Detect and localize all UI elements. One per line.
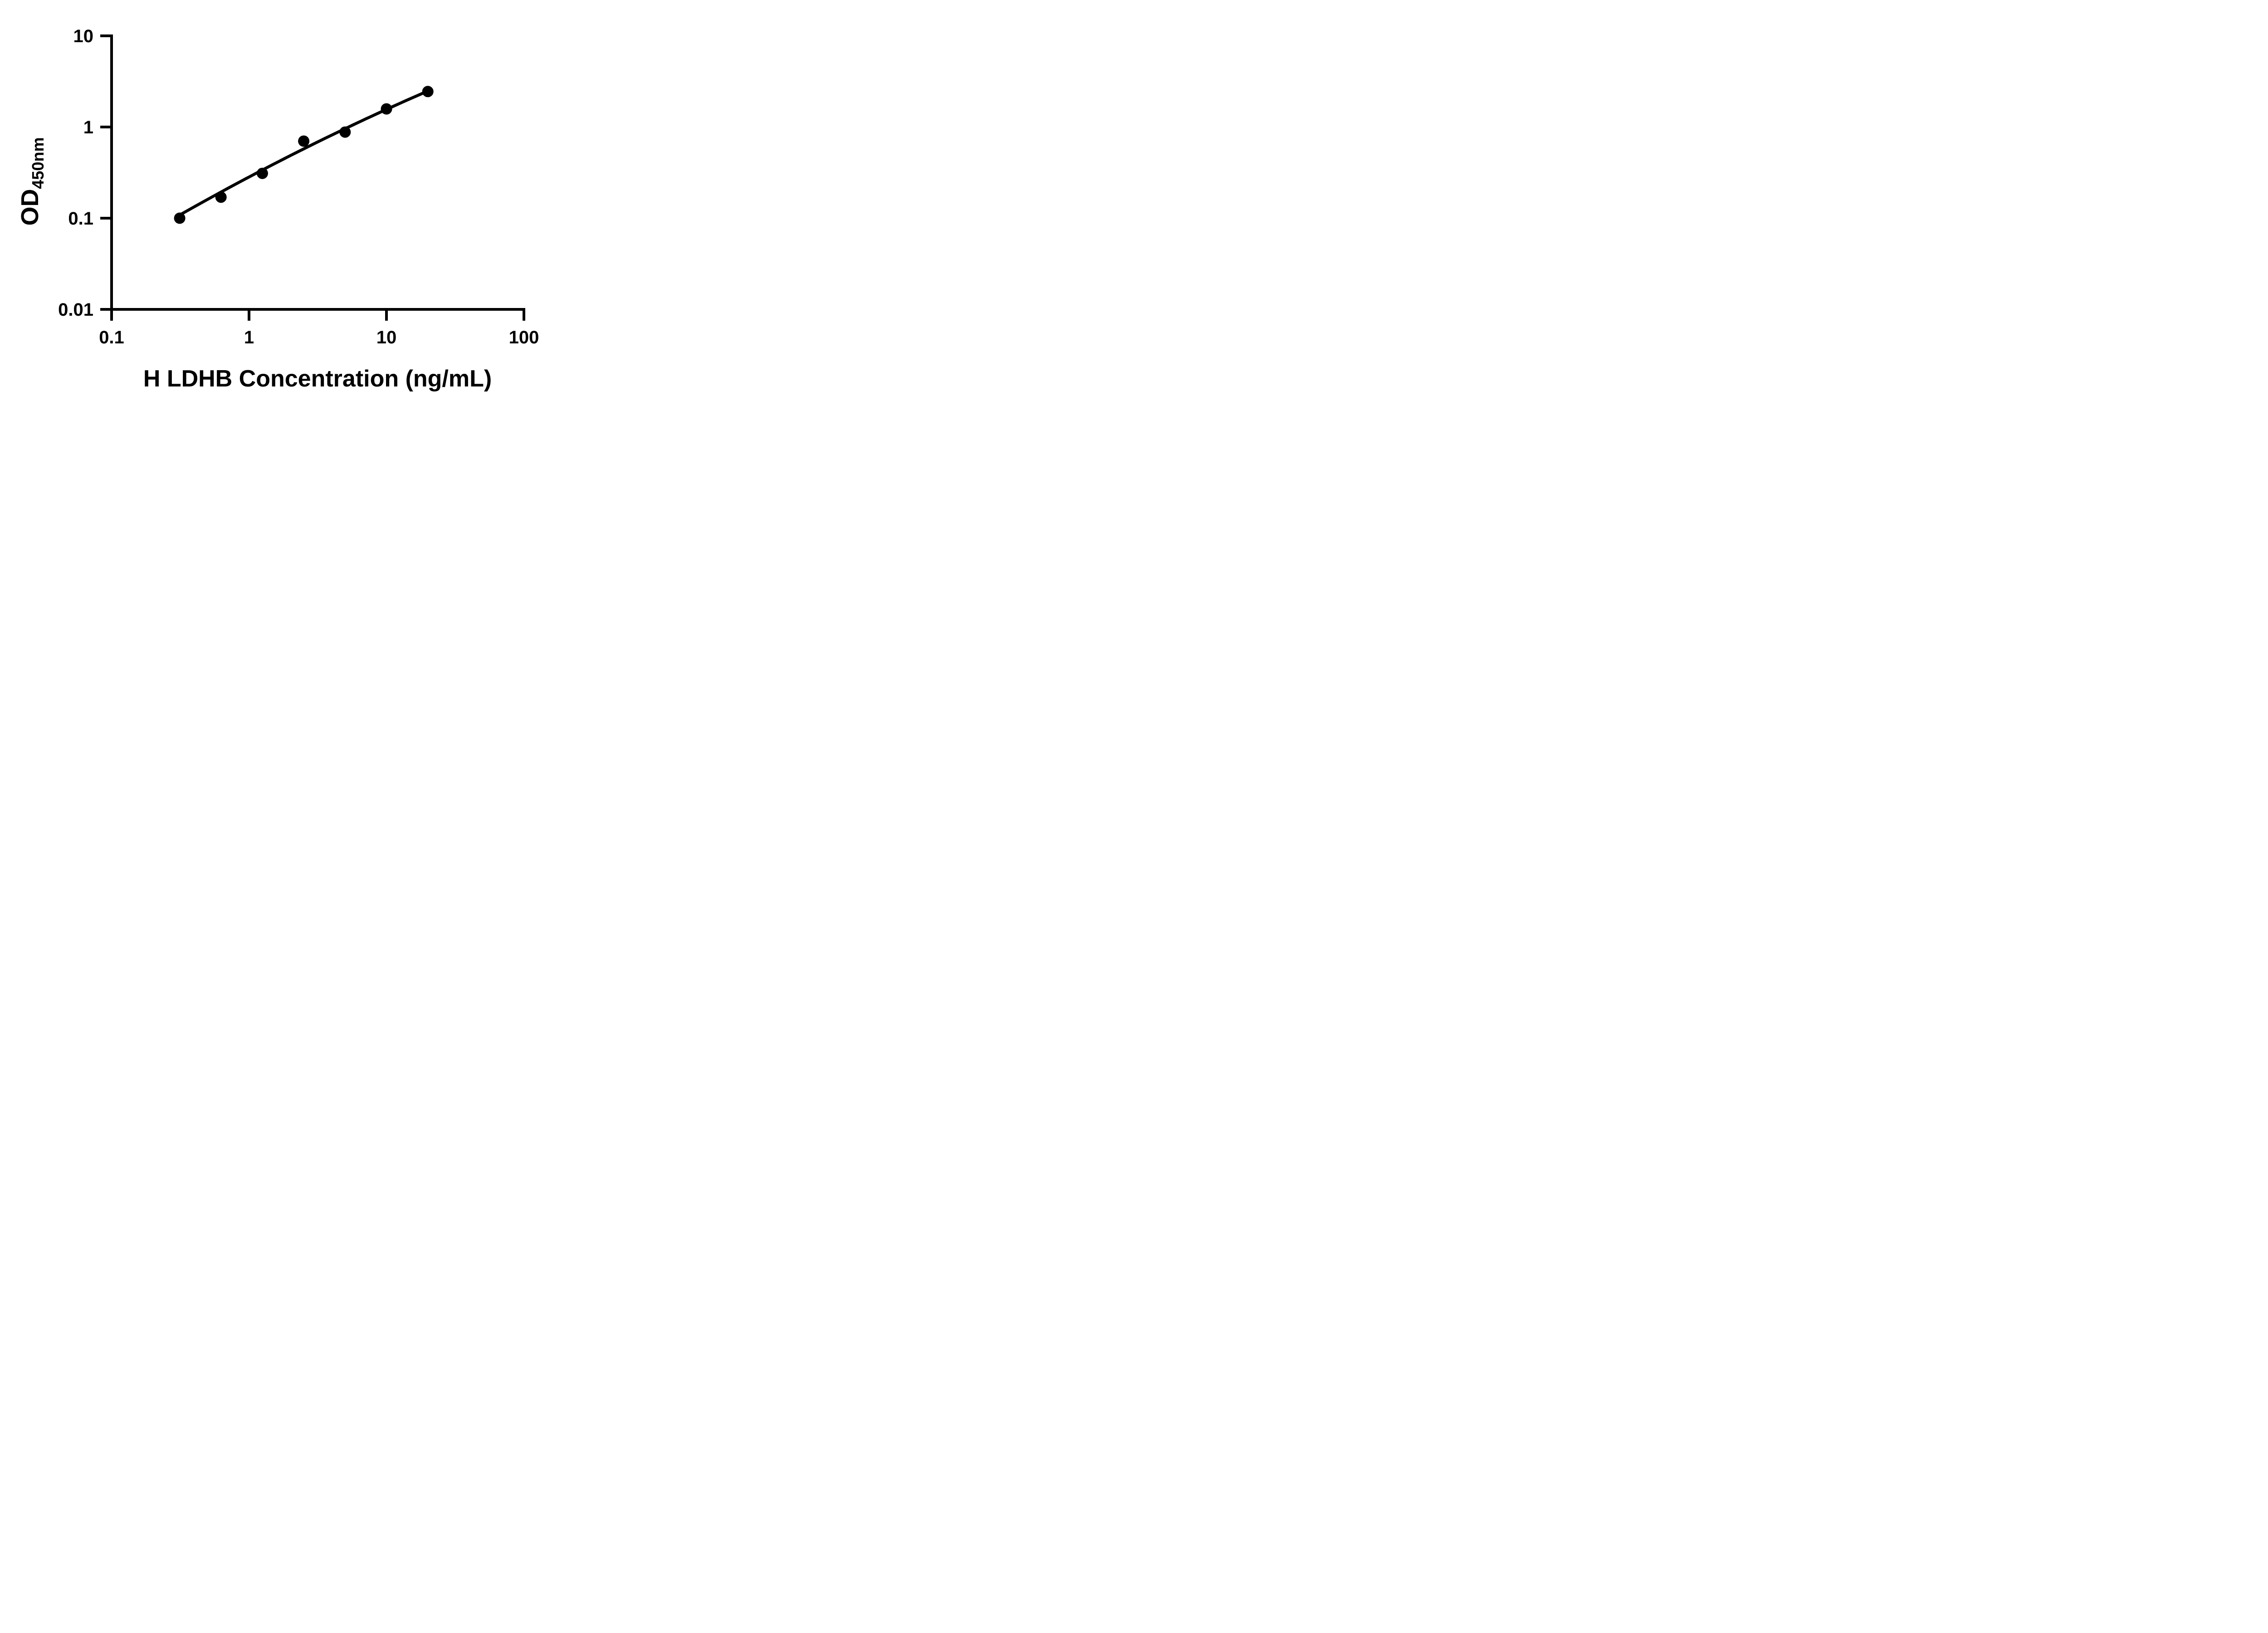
y-tick-label: 0.01	[58, 300, 93, 320]
y-axis-title-subscript: 450nm	[29, 137, 47, 189]
data-point	[174, 212, 186, 224]
x-tick-labels-group: 0.1 1 10 100	[99, 328, 539, 347]
x-tick-label: 10	[376, 328, 397, 347]
chart: 0.1 1 10 100 0.01 0.1 1 10 H LDHB Concentratio…	[16, 26, 539, 392]
x-axis-title: H LDHB Concentration (ng/mL)	[143, 366, 492, 392]
elisa-standard-curve-figure: 0.1 1 10 100 0.01 0.1 1 10 H LDHB Concentratio…	[0, 0, 583, 408]
data-point	[422, 86, 434, 98]
data-point	[298, 135, 310, 147]
y-tick-label: 1	[83, 117, 93, 137]
data-point	[256, 167, 268, 179]
x-tick-label: 0.1	[99, 328, 124, 347]
x-tick-label: 1	[244, 328, 254, 347]
y-tick-labels-group: 0.01 0.1 1 10	[58, 26, 93, 320]
x-tick-label: 100	[509, 328, 539, 347]
y-tick-label: 0.1	[68, 209, 93, 229]
y-tick-label: 10	[73, 26, 94, 46]
y-axis-title: OD450nm	[16, 137, 47, 225]
y-axis-title-main: OD	[16, 189, 44, 226]
axes-group	[100, 34, 525, 321]
data-points-group	[174, 86, 434, 224]
data-point	[381, 103, 392, 115]
data-point	[215, 191, 227, 203]
data-point	[339, 126, 351, 138]
